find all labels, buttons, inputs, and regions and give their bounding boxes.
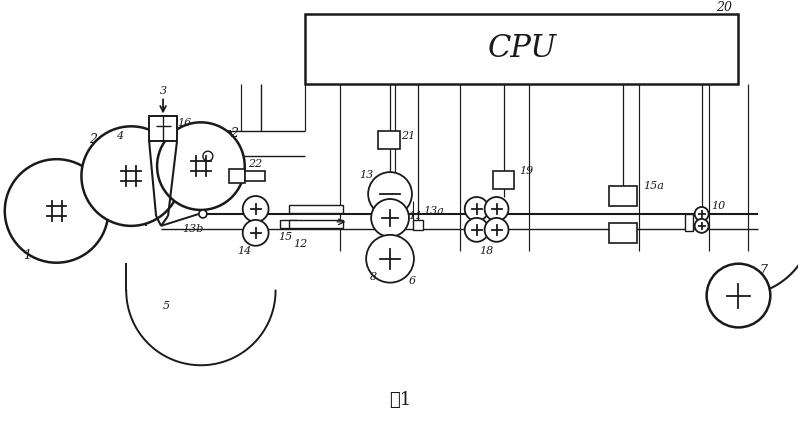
- Bar: [609, 186, 637, 206]
- Text: 图1: 图1: [389, 391, 411, 409]
- Circle shape: [465, 197, 489, 221]
- Text: 2: 2: [90, 133, 98, 146]
- Text: 13b: 13b: [182, 224, 204, 234]
- Bar: [306, 14, 738, 83]
- Text: 10: 10: [711, 201, 726, 211]
- Text: 12: 12: [294, 239, 307, 249]
- Circle shape: [485, 218, 509, 242]
- Circle shape: [199, 210, 207, 218]
- Circle shape: [5, 159, 108, 263]
- Text: 1: 1: [22, 249, 30, 262]
- Bar: [289, 205, 343, 213]
- Text: 2: 2: [230, 127, 238, 140]
- Text: 4: 4: [116, 131, 123, 141]
- Circle shape: [366, 235, 414, 282]
- Bar: [378, 131, 400, 149]
- Bar: [289, 220, 343, 228]
- Text: 7: 7: [759, 264, 767, 277]
- Circle shape: [157, 123, 245, 210]
- Text: 18: 18: [479, 246, 494, 256]
- Bar: [245, 171, 265, 181]
- Circle shape: [706, 264, 770, 328]
- Text: 21: 21: [401, 131, 415, 141]
- Text: 22: 22: [249, 159, 262, 169]
- Circle shape: [203, 151, 213, 161]
- Bar: [413, 220, 423, 230]
- Circle shape: [694, 207, 709, 221]
- Text: 19: 19: [519, 166, 534, 176]
- Text: 3: 3: [159, 86, 166, 96]
- Bar: [229, 169, 245, 183]
- Circle shape: [694, 219, 709, 233]
- Bar: [279, 220, 298, 228]
- Circle shape: [371, 199, 409, 237]
- Circle shape: [242, 196, 269, 222]
- Circle shape: [242, 220, 269, 246]
- Text: 14: 14: [238, 246, 252, 256]
- Circle shape: [82, 126, 181, 226]
- Text: 6: 6: [408, 276, 415, 285]
- Bar: [609, 223, 637, 243]
- Circle shape: [485, 197, 509, 221]
- Text: 13a: 13a: [423, 206, 444, 216]
- Text: 13: 13: [359, 170, 374, 180]
- Text: 15a: 15a: [643, 181, 664, 191]
- Circle shape: [368, 172, 412, 216]
- Bar: [685, 214, 693, 231]
- Text: 15: 15: [278, 232, 293, 242]
- Text: 11: 11: [408, 211, 422, 221]
- Text: 8: 8: [370, 272, 377, 282]
- Circle shape: [465, 218, 489, 242]
- Text: 5: 5: [162, 301, 170, 311]
- Bar: [149, 116, 177, 141]
- Text: 16: 16: [177, 118, 191, 128]
- Text: CPU: CPU: [487, 33, 557, 64]
- Text: 20: 20: [715, 1, 731, 14]
- Bar: [493, 171, 514, 189]
